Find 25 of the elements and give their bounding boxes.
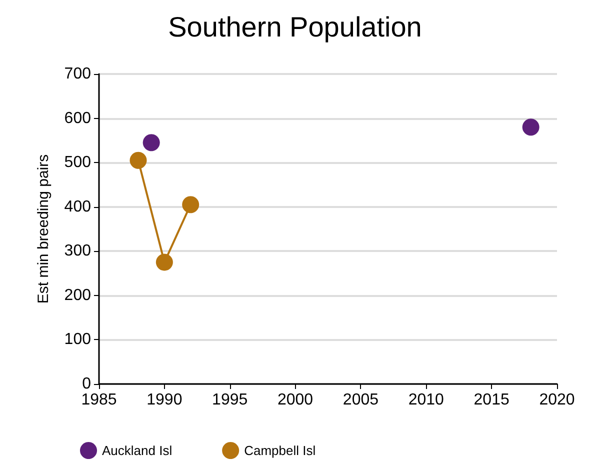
x-tick-label: 1985 (81, 392, 117, 408)
y-tick-label: 600 (64, 110, 92, 127)
point (130, 152, 147, 169)
point (182, 196, 200, 214)
y-tick-label: 700 (64, 66, 92, 82)
y-tick-label: 400 (64, 198, 92, 216)
point (142, 134, 160, 152)
x-tick-label: 2015 (474, 392, 510, 408)
x-tick-label: 2010 (408, 392, 444, 408)
x-tick-label: 2020 (539, 392, 575, 408)
legend-label: Auckland Isl (102, 443, 172, 458)
y-tick-label: 200 (64, 286, 92, 304)
x-tick-label: 2005 (342, 392, 379, 408)
x-tick-label: 1990 (146, 392, 182, 408)
legend-label: Campbell Isl (244, 443, 316, 458)
point (156, 254, 173, 271)
y-tick-label: 100 (64, 331, 92, 348)
x-tick-label: 2000 (277, 392, 314, 408)
chart-title: Southern Population (168, 12, 422, 42)
y-tick-label: 300 (64, 242, 92, 260)
y-axis-title: Est min breeding pairs (35, 154, 52, 304)
x-tick-label: 1995 (212, 392, 248, 408)
y-tick-label: 500 (64, 154, 92, 172)
point (522, 118, 540, 136)
y-tick-label: 0 (82, 376, 92, 392)
